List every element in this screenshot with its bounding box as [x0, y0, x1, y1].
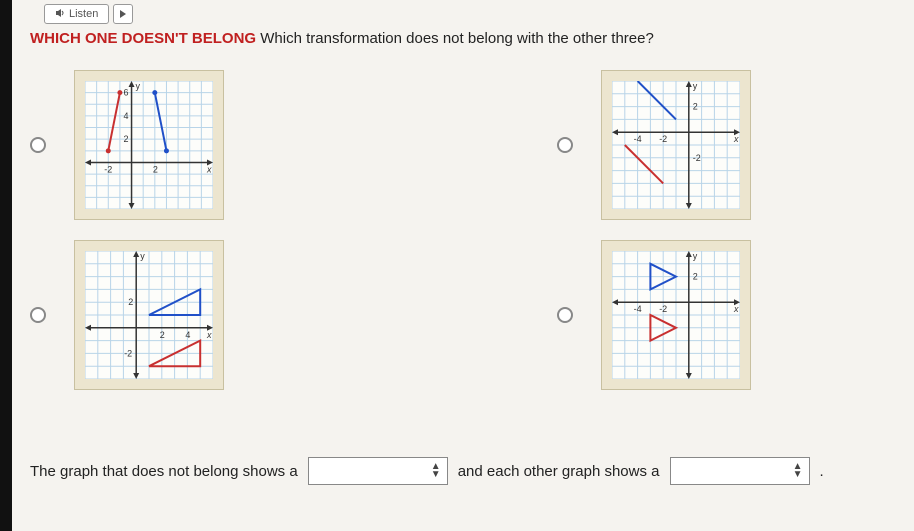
- graph-frame-c: y x 2 4 2 -2: [74, 240, 224, 390]
- option-c: y x 2 4 2 -2: [30, 240, 357, 390]
- answer-period: .: [820, 463, 824, 480]
- svg-text:-2: -2: [124, 348, 132, 358]
- select-transformation-1[interactable]: ▲▼: [308, 457, 448, 485]
- option-d: y x -4 -2 2: [557, 240, 884, 390]
- svg-text:x: x: [206, 164, 212, 174]
- svg-text:x: x: [733, 304, 739, 314]
- graph-c: y x 2 4 2 -2: [85, 251, 213, 379]
- play-icon: [119, 5, 127, 23]
- svg-text:-2: -2: [659, 134, 667, 144]
- svg-text:2: 2: [124, 134, 129, 144]
- option-a: y x -2 2 2 4 6: [30, 70, 357, 220]
- question-body: Which transformation does not belong wit…: [260, 30, 654, 47]
- svg-text:x: x: [733, 134, 739, 144]
- play-button[interactable]: [113, 4, 133, 24]
- svg-text:y: y: [136, 81, 141, 91]
- svg-text:-4: -4: [634, 304, 642, 314]
- radio-b[interactable]: [557, 137, 573, 153]
- svg-text:4: 4: [185, 330, 190, 340]
- radio-a[interactable]: [30, 137, 46, 153]
- stepper-icon: ▲▼: [431, 463, 441, 479]
- answer-prefix: The graph that does not belong shows a: [30, 463, 298, 480]
- stepper-icon: ▲▼: [793, 463, 803, 479]
- svg-text:-2: -2: [693, 153, 701, 163]
- svg-text:-2: -2: [659, 304, 667, 314]
- svg-text:y: y: [140, 251, 145, 261]
- question-text: WHICH ONE DOESN'T BELONG Which transform…: [30, 30, 654, 47]
- svg-text:2: 2: [693, 102, 698, 112]
- radio-d[interactable]: [557, 307, 573, 323]
- svg-text:2: 2: [153, 164, 158, 174]
- listen-label: Listen: [69, 8, 98, 20]
- svg-text:-2: -2: [104, 164, 112, 174]
- answer-middle: and each other graph shows a: [458, 463, 660, 480]
- svg-text:4: 4: [124, 111, 129, 121]
- svg-text:y: y: [693, 251, 698, 261]
- audio-toolbar: Listen: [44, 4, 133, 24]
- graph-d: y x -4 -2 2: [612, 251, 740, 379]
- svg-text:-4: -4: [634, 134, 642, 144]
- graph-b: y x -4 -2 2 -2: [612, 81, 740, 209]
- svg-text:x: x: [206, 330, 212, 340]
- question-prefix: WHICH ONE DOESN'T BELONG: [30, 30, 256, 47]
- graph-frame-b: y x -4 -2 2 -2: [601, 70, 751, 220]
- graph-frame-a: y x -2 2 2 4 6: [74, 70, 224, 220]
- speaker-icon: [55, 8, 65, 21]
- svg-text:2: 2: [160, 330, 165, 340]
- option-b: y x -4 -2 2 -2: [557, 70, 884, 220]
- svg-text:2: 2: [128, 297, 133, 307]
- page-edge: [0, 0, 12, 531]
- radio-c[interactable]: [30, 307, 46, 323]
- svg-text:6: 6: [124, 88, 129, 98]
- svg-text:2: 2: [693, 272, 698, 282]
- listen-button[interactable]: Listen: [44, 4, 109, 24]
- options-grid: y x -2 2 2 4 6 y x -4 -2 2 -2 y x 2 4 2 -2 y x -4 -2 2: [30, 70, 884, 390]
- graph-a: y x -2 2 2 4 6: [85, 81, 213, 209]
- answer-row: The graph that does not belong shows a ▲…: [30, 457, 884, 485]
- svg-text:y: y: [693, 81, 698, 91]
- select-transformation-2[interactable]: ▲▼: [670, 457, 810, 485]
- graph-frame-d: y x -4 -2 2: [601, 240, 751, 390]
